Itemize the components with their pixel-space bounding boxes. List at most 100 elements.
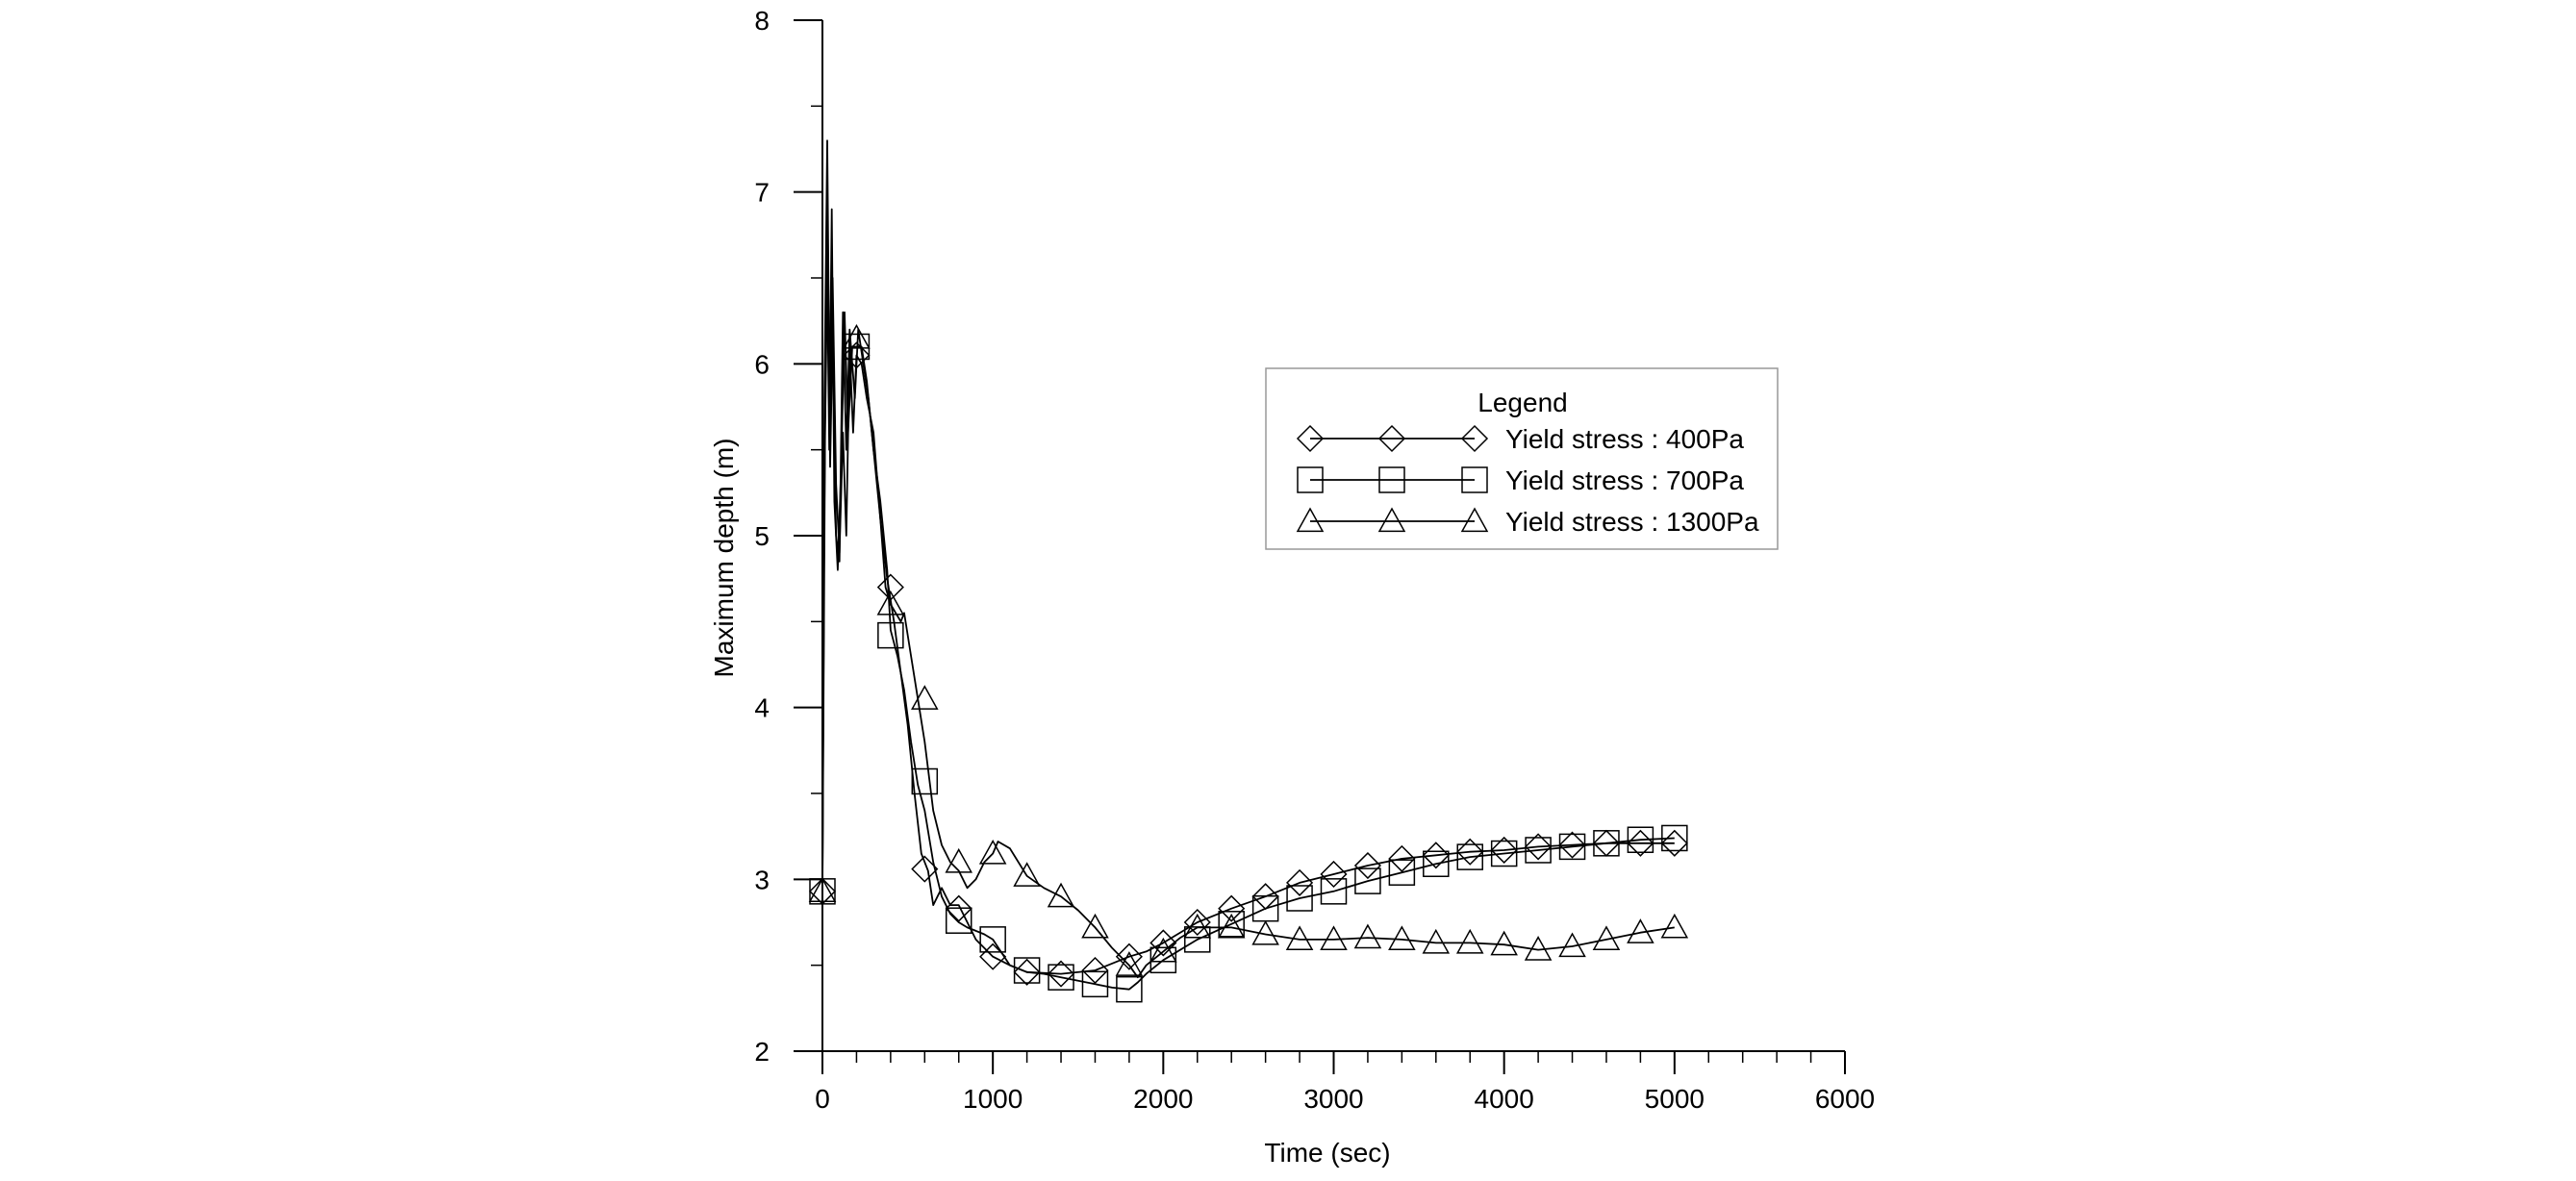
diamond-marker [945, 894, 972, 922]
square-marker [877, 621, 904, 649]
triangle-marker [1047, 882, 1075, 908]
triangle-marker [1558, 932, 1586, 958]
square-marker [1490, 840, 1518, 867]
series-line [821, 139, 1675, 979]
square-marker [1525, 837, 1552, 864]
diamond-marker [1183, 908, 1211, 937]
series-square [809, 208, 1688, 1003]
diamond-marker [1388, 844, 1416, 872]
diamond-marker [876, 573, 904, 601]
square-marker [1218, 911, 1245, 938]
diamond-marker [1115, 942, 1143, 970]
triangle-marker [1660, 913, 1689, 939]
triangle-marker [1353, 923, 1382, 949]
x-tick-label: 0 [815, 1084, 830, 1114]
square-marker [1388, 859, 1416, 886]
square-marker [1423, 850, 1450, 878]
y-axis-ticks: 2 3 4 5 6 7 8 [754, 6, 822, 1067]
triangle-marker [978, 839, 1007, 865]
diamond-marker [1460, 424, 1489, 453]
triangle-marker [1388, 925, 1416, 951]
triangle-marker [1320, 925, 1348, 951]
triangle-marker [1460, 507, 1489, 533]
triangle-marker [1490, 930, 1518, 956]
triangle-marker [843, 323, 871, 349]
y-tick-label: 6 [754, 349, 770, 379]
x-axis-ticks: 0 1000 2000 3000 4000 5000 6000 [815, 1051, 1875, 1114]
square-marker [911, 767, 939, 795]
diamond-marker [1286, 868, 1314, 896]
legend-title: Legend [1477, 388, 1567, 417]
square-marker [1627, 826, 1654, 853]
x-tick-label: 6000 [1815, 1084, 1875, 1114]
x-tick-label: 1000 [963, 1084, 1023, 1114]
triangle-marker [1627, 918, 1654, 943]
triangle-marker [1217, 913, 1246, 939]
square-marker [1116, 975, 1143, 1003]
legend-entries: Yield stress : 400Pa Yield stress : 700Pa… [1296, 424, 1759, 537]
square-marker [1286, 885, 1313, 912]
diamond-marker [1490, 836, 1518, 865]
square-marker [1297, 466, 1324, 493]
y-tick-label: 8 [754, 6, 770, 36]
square-marker [1461, 466, 1488, 493]
square-marker [945, 907, 972, 934]
legend-label: Yield stress : 400Pa [1505, 424, 1744, 454]
diamond-marker [1320, 860, 1348, 889]
triangle-marker [911, 685, 939, 710]
y-axis-label: Maximum depth (m) [709, 439, 739, 678]
x-tick-label: 2000 [1133, 1084, 1193, 1114]
x-tick-label: 5000 [1645, 1084, 1705, 1114]
triangle-marker [1377, 507, 1406, 533]
x-tick-label: 4000 [1475, 1084, 1534, 1114]
x-axis-label: Time (sec) [1264, 1138, 1390, 1168]
square-marker [1593, 830, 1620, 857]
series-layer [808, 139, 1689, 1003]
square-marker [1558, 833, 1586, 861]
triangle-marker [1285, 925, 1314, 951]
diamond-marker [1149, 929, 1177, 957]
legend-box [1265, 367, 1779, 550]
diamond-marker [1377, 424, 1406, 453]
triangle-marker [1013, 862, 1041, 887]
diamond-marker [1047, 960, 1075, 988]
series-line [821, 208, 1675, 991]
square-marker [1456, 843, 1483, 870]
triangle-marker [1524, 936, 1553, 961]
square-marker [1378, 466, 1405, 493]
legend-entry: Yield stress : 400Pa [1296, 424, 1744, 454]
square-marker [1081, 970, 1109, 998]
triangle-marker [1251, 919, 1279, 945]
y-tick-label: 2 [754, 1037, 770, 1067]
legend-entry: Yield stress : 700Pa [1297, 465, 1744, 495]
y-tick-label: 4 [754, 693, 770, 723]
square-marker [1320, 878, 1348, 905]
triangle-marker [808, 877, 837, 902]
square-marker [1661, 824, 1688, 852]
diamond-marker [1353, 851, 1381, 880]
legend-label: Yield stress : 1300Pa [1505, 507, 1759, 537]
diamond-marker [1218, 894, 1246, 922]
triangle-marker [1592, 925, 1621, 951]
diamond-marker [1081, 956, 1109, 985]
diamond-marker [1296, 424, 1325, 453]
diamond-marker [1558, 831, 1586, 859]
y-tick-label: 7 [754, 178, 770, 208]
triangle-marker [1115, 951, 1144, 976]
triangle-marker [1422, 928, 1451, 954]
square-marker [1048, 964, 1074, 991]
square-marker [1013, 957, 1041, 984]
legend-label: Yield stress : 700Pa [1505, 465, 1744, 495]
diamond-marker [1456, 838, 1484, 866]
y-tick-label: 5 [754, 521, 770, 551]
triangle-marker [945, 847, 973, 873]
y-tick-label: 3 [754, 865, 770, 894]
series-triangle [808, 139, 1689, 979]
legend-entry: Yield stress : 1300Pa [1296, 507, 1759, 537]
square-marker [979, 926, 1006, 953]
x-tick-label: 3000 [1303, 1084, 1363, 1114]
triangle-marker [1183, 913, 1212, 939]
square-marker [1354, 867, 1381, 894]
